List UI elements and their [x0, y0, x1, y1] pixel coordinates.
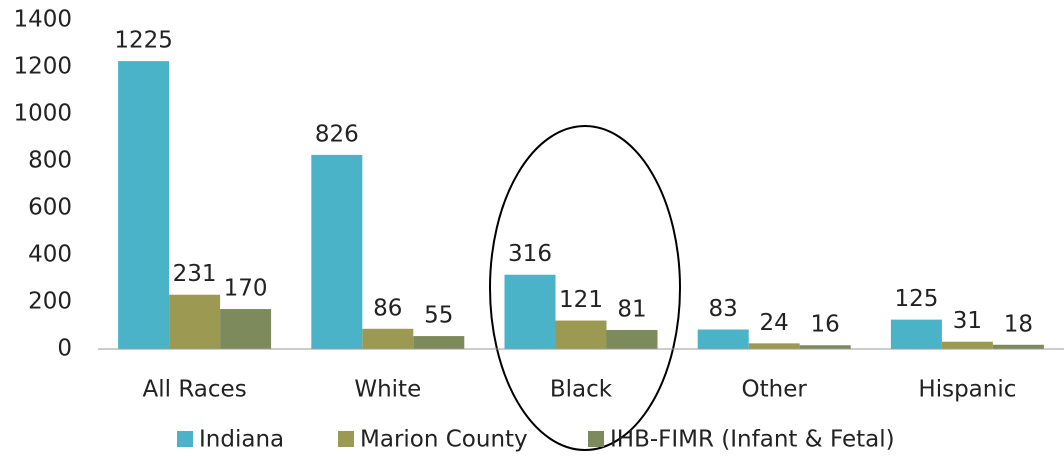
value-label: 86 — [373, 295, 402, 321]
bar — [413, 336, 465, 349]
y-tick-label: 800 — [28, 148, 72, 174]
legend-swatch — [177, 431, 193, 447]
value-label: 826 — [315, 121, 359, 147]
legend-label: IHB-FIMR (Infant & Fetal) — [610, 427, 895, 453]
y-tick-label: 400 — [28, 242, 72, 268]
bar — [169, 294, 221, 349]
y-tick-label: 1200 — [13, 54, 72, 80]
value-label: 16 — [811, 312, 840, 338]
legend-swatch — [588, 431, 604, 447]
highlight-ellipse — [489, 125, 681, 451]
legend-label: Marion County — [360, 427, 528, 453]
x-tick-label: White — [354, 377, 421, 403]
bar — [606, 329, 658, 349]
bar — [992, 344, 1044, 349]
value-label: 31 — [953, 308, 982, 334]
value-label: 121 — [559, 287, 603, 313]
y-tick-label: 200 — [28, 289, 72, 315]
bar — [118, 61, 170, 349]
x-tick-label: Other — [742, 377, 808, 403]
bar — [362, 328, 414, 349]
x-tick-label: Hispanic — [918, 377, 1016, 403]
value-label: 231 — [173, 261, 217, 287]
value-label: 1225 — [114, 28, 173, 54]
value-label: 170 — [224, 276, 268, 302]
value-label: 125 — [894, 286, 938, 312]
y-tick-label: 0 — [57, 336, 72, 362]
bar — [311, 154, 363, 349]
value-label: 83 — [709, 296, 738, 322]
bar — [555, 320, 607, 349]
y-tick-label: 1000 — [13, 101, 72, 127]
bar — [941, 341, 993, 349]
bar — [748, 343, 800, 349]
legend-label: Indiana — [199, 427, 284, 453]
bar — [220, 309, 272, 349]
x-tick-label: Black — [550, 377, 613, 403]
bar — [799, 345, 851, 349]
y-tick-label: 1400 — [13, 7, 72, 33]
legend-swatch — [338, 431, 354, 447]
value-label: 24 — [760, 310, 789, 336]
bar — [890, 319, 942, 349]
y-tick-label: 600 — [28, 195, 72, 221]
value-label: 18 — [1004, 311, 1033, 337]
x-tick-label: All Races — [143, 377, 247, 403]
value-label: 55 — [424, 303, 453, 329]
value-label: 316 — [508, 241, 552, 267]
bar — [504, 274, 556, 349]
bar — [697, 329, 749, 349]
value-label: 81 — [617, 296, 646, 322]
